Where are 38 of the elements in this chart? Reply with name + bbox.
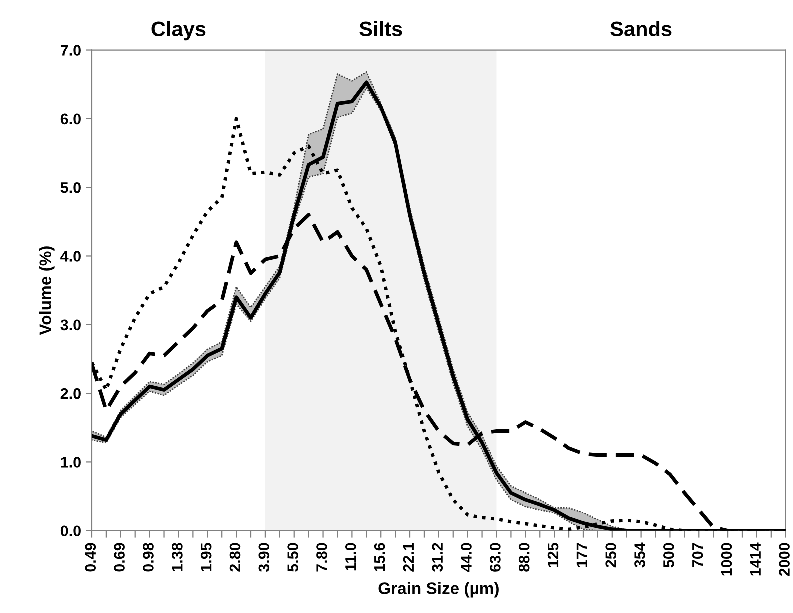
x-tick-label: 7.80 <box>316 543 328 572</box>
x-tick-label: 2000 <box>779 543 790 576</box>
x-tick-label: 2.80 <box>230 543 241 572</box>
x-tick-label: 354 <box>634 542 646 568</box>
y-tick-label: 6.0 <box>60 114 81 125</box>
x-tick-label: 1.38 <box>172 543 183 572</box>
x-tick-label: 63.0 <box>490 543 501 572</box>
x-tick-label: 1000 <box>721 543 732 576</box>
x-tick-label: 5.50 <box>288 543 298 572</box>
text: Sands <box>610 21 672 37</box>
y-tick-label: 5.0 <box>60 182 81 194</box>
x-axis-title: Grain Size (µm) <box>378 582 499 598</box>
x-tick-label: 0.49 <box>85 543 96 572</box>
y-tick-label: 0.0 <box>60 526 81 537</box>
x-tick-label: 44.0 <box>461 543 472 572</box>
y-tick-label: 7.0 <box>60 45 81 56</box>
x-tick-label: 11.0 <box>345 543 356 571</box>
x-tick-label: 88.0 <box>518 543 530 572</box>
x-tick-label: 500 <box>664 543 674 568</box>
x-tick-label: 31.2 <box>432 543 444 572</box>
text: Clays <box>152 21 206 41</box>
x-tick-label: 22.1 <box>403 543 414 572</box>
x-tick-label: 0.69 <box>114 543 125 572</box>
x-tick-label: 1.95 <box>200 543 212 572</box>
x-tick-label: 125 <box>548 543 559 568</box>
x-tick-label: 3.90 <box>258 543 270 572</box>
y-tick-label: 1.0 <box>61 457 81 468</box>
y-axis-title: Volume (%) <box>39 246 55 336</box>
x-tick-label: 1414 <box>750 542 761 576</box>
band-label: Silts <box>360 21 402 37</box>
x-tick-label: 250 <box>606 543 616 568</box>
x-tick-label: 177 <box>576 543 588 568</box>
y-tick-label: 4.0 <box>60 251 81 262</box>
x-tick-label: 0.98 <box>143 543 154 572</box>
x-tick-label: 15.6 <box>374 543 386 572</box>
y-tick-label: 3.0 <box>60 320 81 331</box>
x-tick-label: 707 <box>692 543 704 568</box>
y-tick-label: 2.0 <box>60 388 81 400</box>
